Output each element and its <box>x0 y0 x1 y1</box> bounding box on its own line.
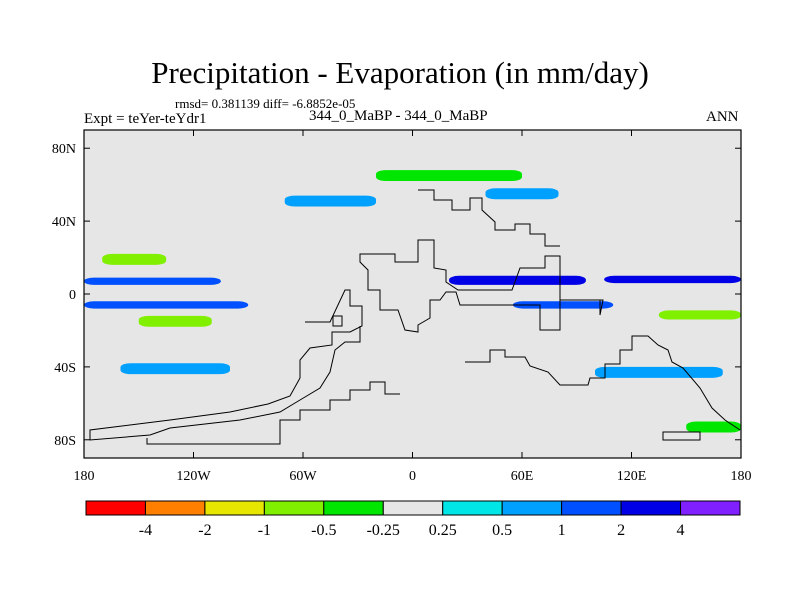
field-s-ocean-east <box>595 366 723 378</box>
experiment-label: Expt = teYer-teYdr1 <box>84 111 207 127</box>
y-axis-ticks: 80N 40N 0 40S 80S <box>52 142 741 449</box>
colorbar-label: -1 <box>258 522 271 539</box>
colorbar-label: -0.5 <box>311 522 336 539</box>
field-eq-trough-epac <box>84 277 221 285</box>
y-tick-label: 80S <box>54 434 76 449</box>
field-midlat-storm-n <box>284 195 376 207</box>
field-midlat-storm-asia <box>485 188 559 200</box>
contour-fields <box>84 170 741 433</box>
coastline-south-landmass <box>89 289 363 441</box>
field-subtrop-dry-spac <box>138 315 212 327</box>
y-tick-label: 80N <box>52 142 76 157</box>
field-s-ocean-storm <box>120 363 230 375</box>
colorbar-swatch <box>382 500 444 516</box>
x-axis-ticks: 180 120W 60W 0 60E 120E 180 <box>74 130 752 484</box>
colorbar-swatch <box>620 500 682 516</box>
field-eq-band-io <box>449 275 586 285</box>
field-subtrop-dry-seast <box>658 310 741 320</box>
colorbar-swatch <box>263 500 325 516</box>
colorbar-label: -0.25 <box>367 522 400 539</box>
y-tick-label: 40N <box>52 215 76 230</box>
colorbar-label: 1 <box>558 522 566 539</box>
field-eq-trough-wpac <box>604 275 741 284</box>
coastline-africa-south <box>465 335 741 431</box>
x-tick-label: 120E <box>617 469 647 484</box>
colorbar-label: 4 <box>677 522 685 539</box>
x-tick-label: 120W <box>176 469 211 484</box>
colorbar-label: -2 <box>198 522 211 539</box>
colorbar-swatch <box>501 500 563 516</box>
colorbar-swatch <box>561 500 622 516</box>
field-subtrop-dry-npac <box>102 253 167 265</box>
chart-title: Precipitation - Evaporation (in mm/day) <box>151 55 649 90</box>
case-names-label: 344_0_MaBP - 344_0_MaBP <box>309 108 488 124</box>
colorbar-swatch <box>144 500 206 516</box>
colorbar: -4 -2 -1 -0.5 -0.25 0.25 0.5 1 2 4 <box>85 500 741 539</box>
field-dry-belt-n <box>376 170 522 182</box>
y-tick-label: 0 <box>69 288 76 303</box>
y-tick-label: 40S <box>54 361 76 376</box>
colorbar-swatch <box>680 500 741 516</box>
colorbar-swatch <box>85 500 146 516</box>
x-tick-label: 60W <box>289 469 317 484</box>
plot-background <box>84 130 741 458</box>
rmsd-diff-stats: rmsd= 0.381139 diff= -6.8852e-05 <box>175 96 356 111</box>
x-tick-label: 180 <box>731 469 752 484</box>
coastline-outlines <box>89 189 741 445</box>
coastline-north-landmass <box>359 239 604 333</box>
field-eq-band-west <box>84 301 249 309</box>
colorbar-label: 0.5 <box>492 522 512 539</box>
x-tick-label: 0 <box>409 469 416 484</box>
season-label: ANN <box>706 109 739 125</box>
colorbar-label: 2 <box>617 522 625 539</box>
field-s-trop-band <box>512 301 614 309</box>
colorbar-label: 0.25 <box>429 522 457 539</box>
field-antarctic-coast <box>686 421 741 433</box>
x-tick-label: 180 <box>74 469 95 484</box>
colorbar-swatch <box>204 500 265 516</box>
x-tick-label: 60E <box>511 469 534 484</box>
colorbar-swatch <box>323 500 384 516</box>
colorbar-label: -4 <box>139 522 152 539</box>
colorbar-swatch <box>442 500 503 516</box>
coastline-islands <box>332 189 701 441</box>
coastline-antarctic-west <box>146 381 400 445</box>
